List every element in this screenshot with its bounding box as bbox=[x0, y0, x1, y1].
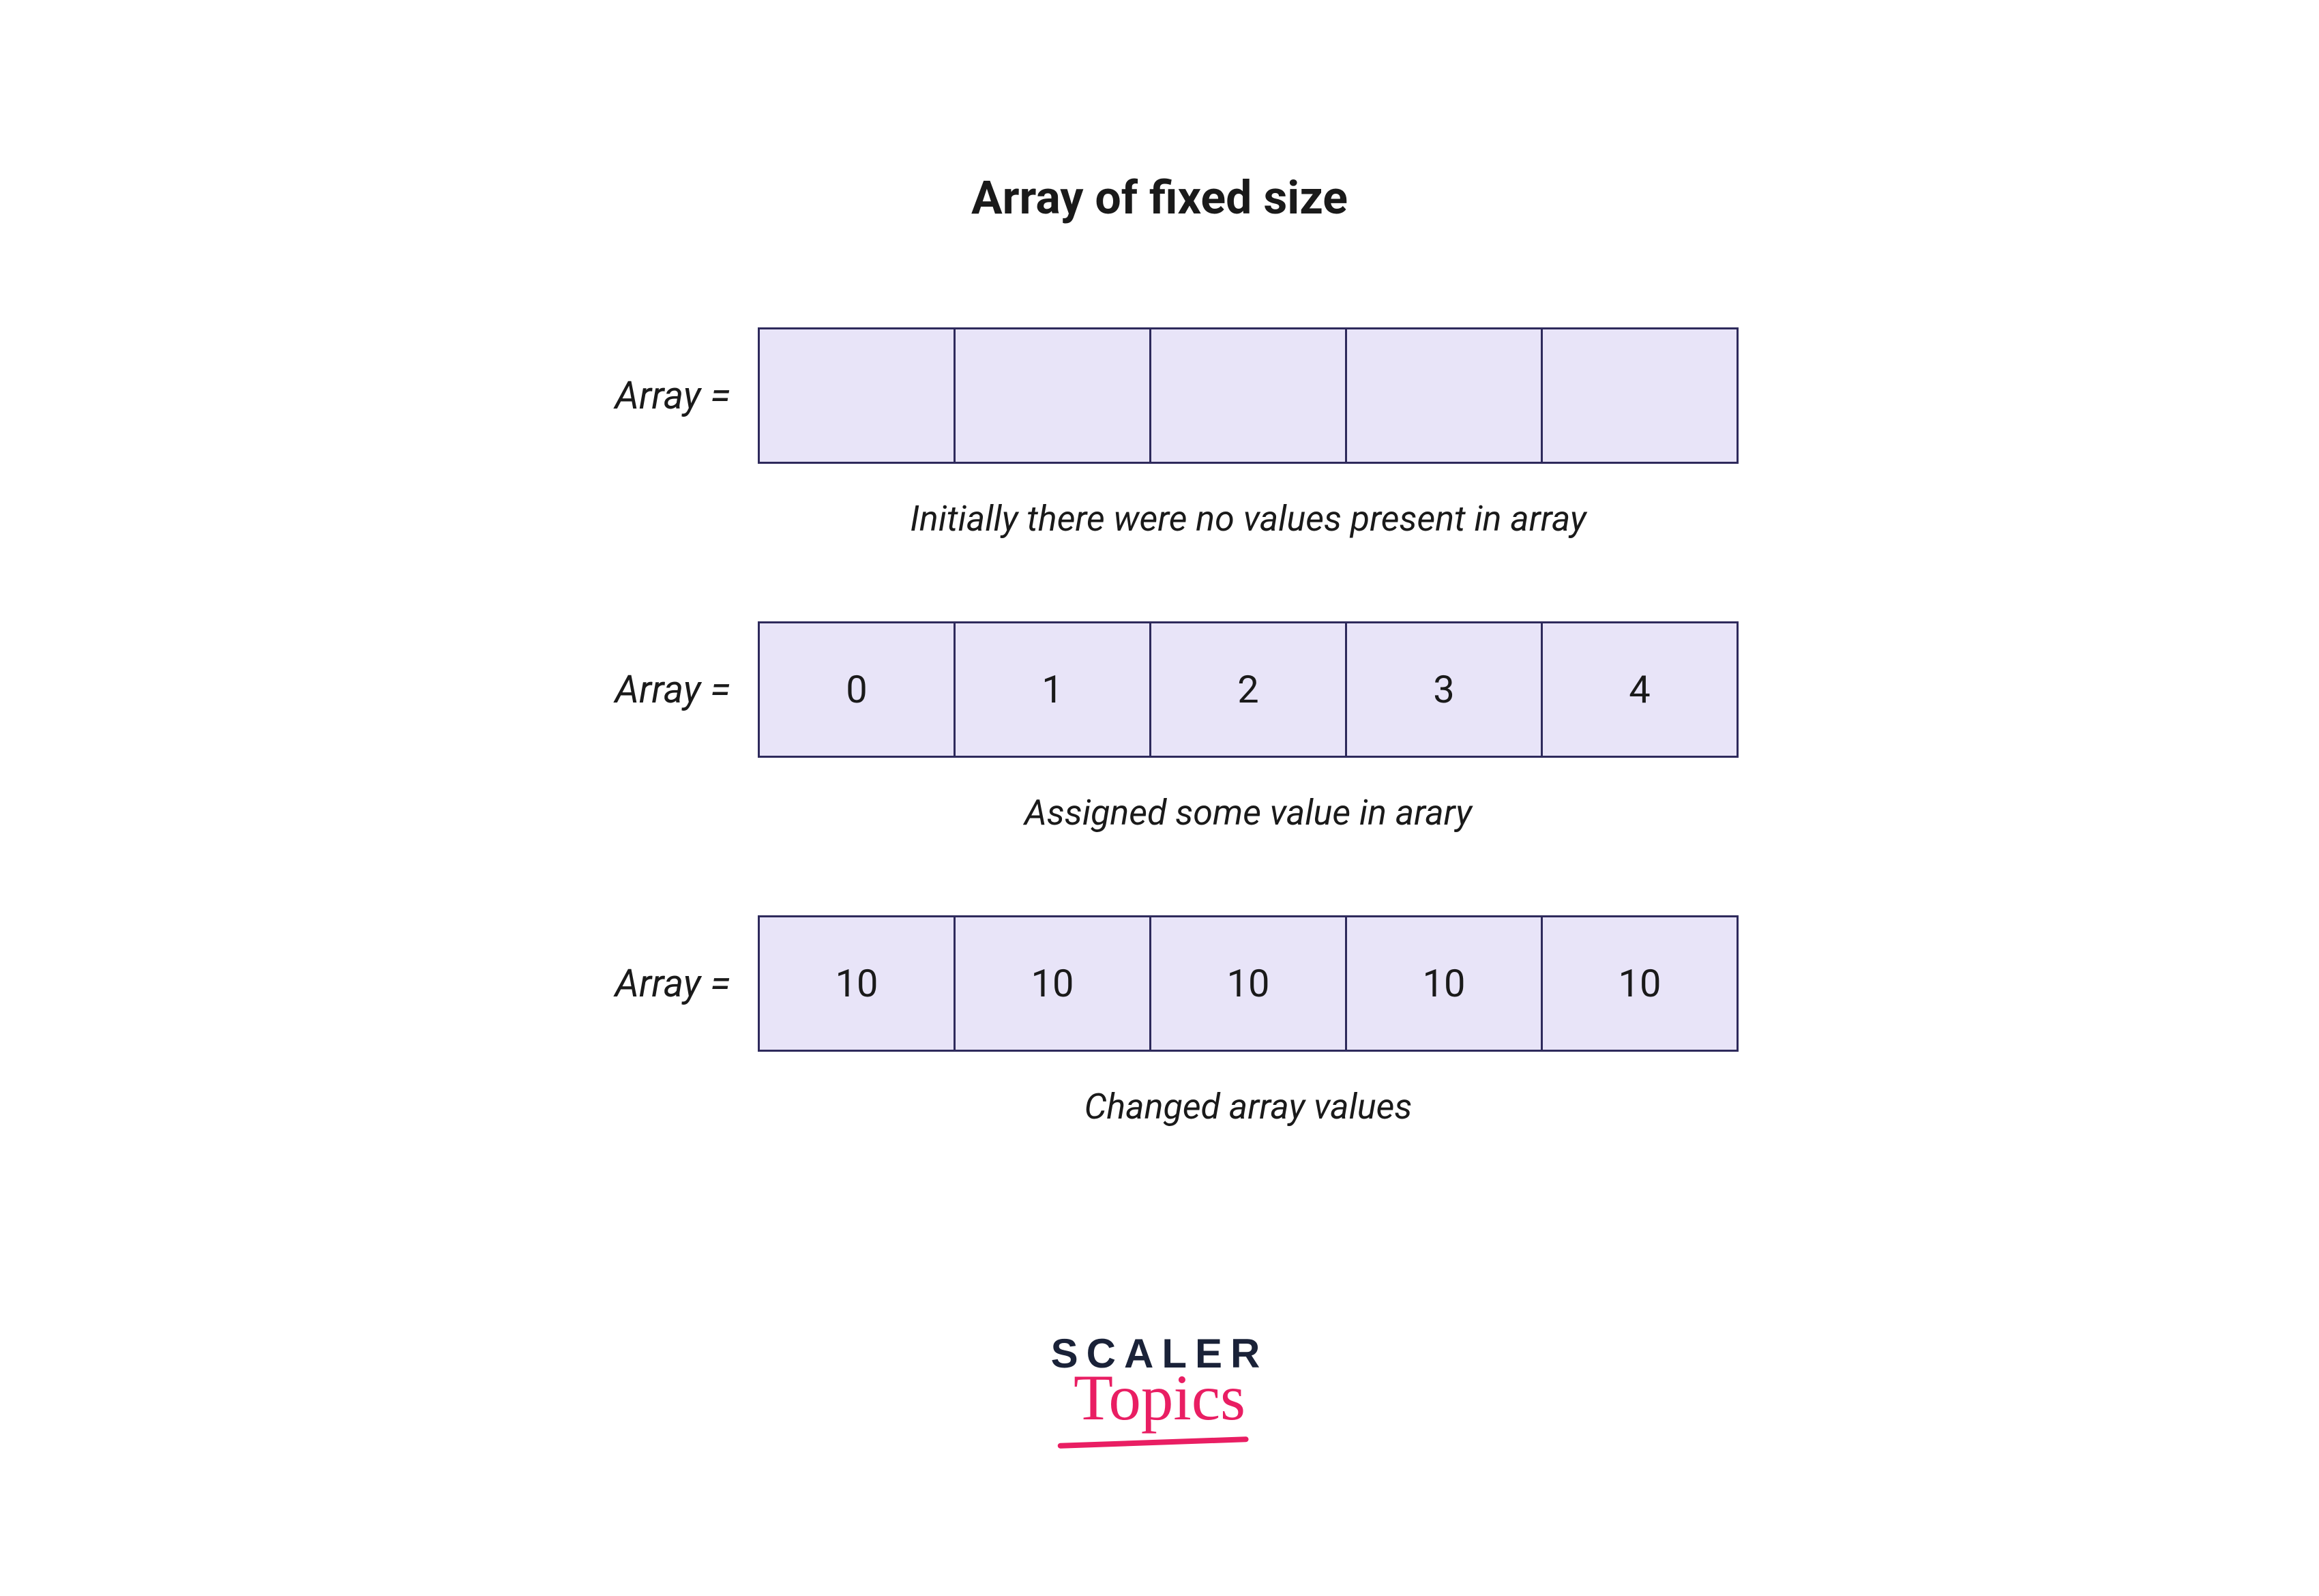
array-cell-1: 1 bbox=[954, 621, 1151, 758]
array-label: Array = bbox=[580, 667, 730, 712]
array-cell-1: 10 bbox=[954, 915, 1151, 1052]
array-caption: Assigned some value in arary bbox=[1024, 792, 1472, 833]
array-section-2: Array =1010101010Changed array values bbox=[580, 915, 1739, 1127]
array-cell-2: 10 bbox=[1149, 915, 1347, 1052]
array-caption: Initially there were no values present i… bbox=[910, 498, 1586, 540]
array-cell-4: 4 bbox=[1541, 621, 1739, 758]
array-boxes bbox=[758, 327, 1739, 464]
array-cell-2 bbox=[1149, 327, 1347, 464]
array-cell-0: 10 bbox=[758, 915, 956, 1052]
array-section-1: Array = 01234 Assigned some value in arary bbox=[580, 621, 1739, 833]
array-section-0: Array = Initially there were no values pr… bbox=[580, 327, 1739, 540]
logo-text-topics: Topics bbox=[1051, 1360, 1269, 1435]
array-cell-2: 2 bbox=[1149, 621, 1347, 758]
array-row: Array =1010101010 bbox=[580, 915, 1739, 1052]
array-boxes: 01234 bbox=[758, 621, 1739, 758]
array-cell-3 bbox=[1345, 327, 1543, 464]
array-label: Array = bbox=[580, 961, 730, 1006]
array-cell-3: 10 bbox=[1345, 915, 1543, 1052]
page-title: Array of fixed size bbox=[971, 171, 1348, 225]
sections-wrapper: Array = Initially there were no values pr… bbox=[580, 327, 1739, 1209]
array-boxes: 1010101010 bbox=[758, 915, 1739, 1052]
array-caption: Changed array values bbox=[1084, 1086, 1413, 1127]
array-label: Array = bbox=[580, 373, 730, 418]
diagram-container: Array of fixed size Array = Initially the… bbox=[477, 171, 1842, 1209]
array-cell-3: 3 bbox=[1345, 621, 1543, 758]
scaler-logo: SCALER Topics bbox=[1051, 1330, 1269, 1435]
array-cell-0: 0 bbox=[758, 621, 956, 758]
array-row: Array = bbox=[580, 327, 1739, 464]
array-cell-4: 10 bbox=[1541, 915, 1739, 1052]
array-cell-4 bbox=[1541, 327, 1739, 464]
array-cell-1 bbox=[954, 327, 1151, 464]
array-cell-0 bbox=[758, 327, 956, 464]
array-row: Array = 01234 bbox=[580, 621, 1739, 758]
